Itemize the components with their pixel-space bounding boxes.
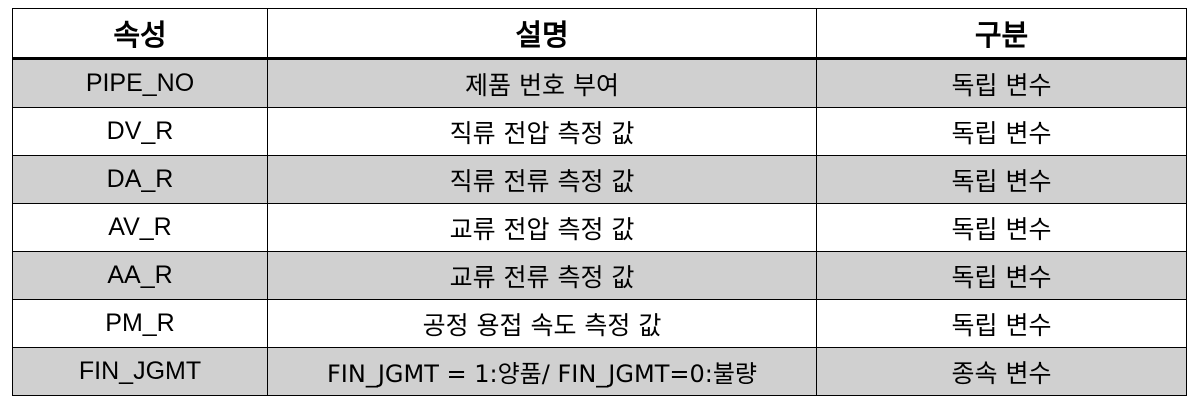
cell-category: 독립 변수: [816, 299, 1187, 348]
cell-attribute: DA_R: [12, 155, 268, 204]
cell-description: FIN_JGMT = 1:양품/ FIN_JGMT=0:불량: [267, 347, 817, 396]
cell-description: 직류 전류 측정 값: [267, 155, 817, 204]
cell-category: 종속 변수: [816, 347, 1187, 396]
cell-category: 독립 변수: [816, 107, 1187, 156]
table-row: PIPE_NO 제품 번호 부여 독립 변수: [12, 58, 1187, 108]
cell-attribute: FIN_JGMT: [12, 347, 268, 396]
cell-category: 독립 변수: [816, 251, 1187, 300]
cell-description: 교류 전압 측정 값: [267, 203, 817, 252]
cell-attribute: AV_R: [12, 203, 268, 252]
table-row: DV_R 직류 전압 측정 값 독립 변수: [12, 107, 1187, 156]
table-header: 속성 설명 구분: [12, 8, 1187, 60]
table-row: AA_R 교류 전류 측정 값 독립 변수: [12, 251, 1187, 300]
table-row: DA_R 직류 전류 측정 값 독립 변수: [12, 155, 1187, 204]
header-row: 속성 설명 구분: [12, 8, 1187, 60]
table-row: AV_R 교류 전압 측정 값 독립 변수: [12, 203, 1187, 252]
table-row: FIN_JGMT FIN_JGMT = 1:양품/ FIN_JGMT=0:불량 …: [12, 347, 1187, 396]
cell-attribute: PIPE_NO: [12, 58, 268, 108]
attribute-table: 속성 설명 구분 PIPE_NO 제품 번호 부여 독립 변수 DV_R 직류 …: [12, 8, 1187, 396]
header-category: 구분: [816, 8, 1187, 60]
cell-description: 공정 용접 속도 측정 값: [267, 299, 817, 348]
table-row: PM_R 공정 용접 속도 측정 값 독립 변수: [12, 299, 1187, 348]
cell-category: 독립 변수: [816, 155, 1187, 204]
cell-category: 독립 변수: [816, 203, 1187, 252]
cell-attribute: AA_R: [12, 251, 268, 300]
table-body: PIPE_NO 제품 번호 부여 독립 변수 DV_R 직류 전압 측정 값 독…: [12, 58, 1187, 396]
header-attribute: 속성: [12, 8, 268, 60]
cell-attribute: PM_R: [12, 299, 268, 348]
cell-category: 독립 변수: [816, 58, 1187, 108]
header-description: 설명: [267, 8, 817, 60]
cell-description: 제품 번호 부여: [267, 58, 817, 108]
cell-attribute: DV_R: [12, 107, 268, 156]
cell-description: 직류 전압 측정 값: [267, 107, 817, 156]
cell-description: 교류 전류 측정 값: [267, 251, 817, 300]
